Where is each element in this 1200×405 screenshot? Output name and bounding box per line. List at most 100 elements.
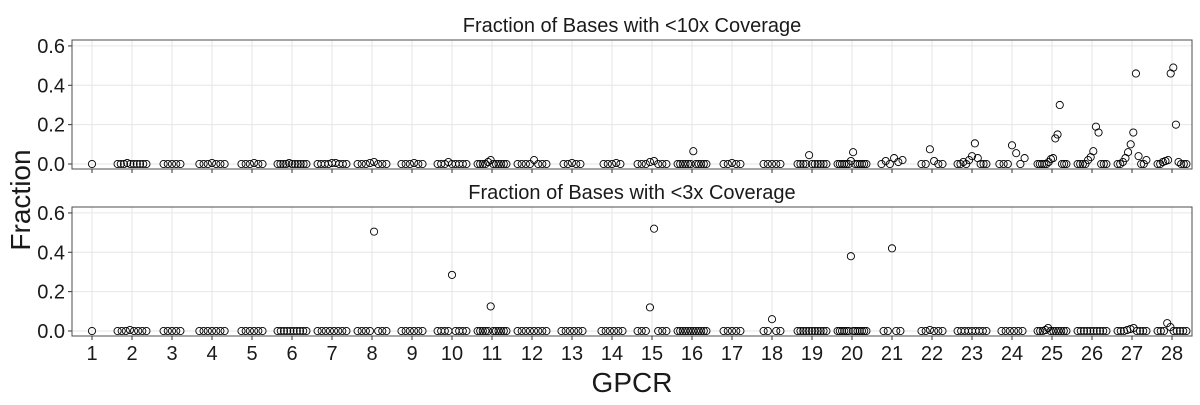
data-point: [1042, 159, 1051, 169]
data-point: [401, 159, 410, 169]
x-tick-label: 4: [206, 343, 217, 365]
data-point: [658, 326, 667, 336]
data-point: [807, 326, 817, 336]
data-point: [925, 325, 934, 335]
data-point: [525, 326, 534, 336]
data-point: [273, 326, 282, 336]
data-point: [317, 326, 326, 336]
data-point: [853, 159, 862, 169]
data-point: [220, 159, 229, 169]
data-point: [576, 159, 585, 169]
data-point: [1018, 326, 1027, 336]
data-point: [645, 303, 654, 312]
data-point: [1049, 154, 1058, 163]
data-point: [530, 326, 539, 336]
x-tick-label: 7: [326, 343, 337, 365]
data-point: [1053, 130, 1062, 139]
data-point: [513, 326, 522, 336]
data-point: [662, 159, 671, 169]
data-point: [995, 159, 1004, 169]
data-point: [676, 326, 685, 336]
data-point: [203, 159, 212, 169]
data-point: [697, 159, 706, 169]
data-point: [1014, 326, 1023, 336]
data-point: [881, 156, 890, 166]
x-tick-label: 11: [482, 343, 503, 365]
data-point: [570, 326, 579, 336]
data-point: [686, 159, 695, 169]
y-tick-label: 0.6: [37, 203, 65, 225]
data-point: [727, 326, 737, 336]
data-point: [258, 326, 267, 336]
x-tick-label: 23: [961, 343, 983, 365]
data-point: [405, 326, 414, 336]
data-point: [250, 158, 259, 168]
data-point: [822, 159, 831, 169]
data-point: [699, 159, 708, 169]
data-point: [302, 326, 311, 336]
data-point: [1116, 159, 1125, 169]
data-point: [1169, 326, 1178, 336]
data-point: [502, 159, 511, 169]
data-point: [561, 326, 570, 336]
panel-2: 0.0 0.2 0.4 0.6 Fraction of Bases with <3x C…: [37, 182, 1193, 343]
data-point: [116, 159, 125, 169]
data-point: [1076, 159, 1085, 169]
data-point: [1073, 159, 1082, 169]
data-point: [1126, 140, 1135, 149]
data-point: [1054, 326, 1063, 336]
data-point: [283, 326, 292, 336]
data-point: [237, 326, 246, 336]
data-point: [437, 159, 446, 169]
data-point: [1078, 159, 1087, 169]
data-point: [494, 159, 503, 169]
data-point: [121, 326, 130, 336]
data-point: [374, 159, 383, 169]
data-point: [689, 326, 698, 336]
data-point: [601, 326, 610, 336]
data-point: [807, 159, 817, 169]
y-tick-label: 0.0: [37, 154, 65, 176]
data-point: [1124, 148, 1133, 157]
data-point: [599, 159, 608, 169]
data-point: [678, 326, 687, 336]
data-point: [125, 325, 134, 335]
data-point: [603, 159, 612, 169]
data-point: [370, 227, 379, 236]
data-point: [299, 326, 308, 336]
data-point: [1169, 63, 1178, 72]
data-point: [637, 159, 646, 169]
data-point: [1057, 326, 1066, 336]
data-point: [885, 159, 894, 169]
data-point: [401, 326, 410, 336]
panel-border: [71, 39, 1193, 170]
data-point: [938, 326, 947, 336]
data-point: [245, 159, 254, 169]
data-point: [176, 159, 185, 169]
data-point: [676, 159, 685, 169]
data-point: [342, 326, 351, 336]
data-point: [1036, 326, 1045, 336]
data-point: [481, 159, 490, 169]
panel-background: [71, 206, 1193, 337]
data-point: [813, 159, 822, 169]
data-point: [686, 326, 695, 336]
data-point: [494, 326, 503, 336]
data-point: [418, 159, 427, 169]
x-tick-label: 14: [601, 343, 623, 365]
data-point: [484, 326, 493, 336]
data-point: [877, 159, 886, 169]
data-point: [1007, 141, 1017, 150]
data-point: [1012, 149, 1021, 158]
data-point: [1086, 326, 1095, 336]
x-tick-label: 1: [86, 343, 97, 365]
data-point: [857, 159, 867, 169]
data-point: [199, 159, 208, 169]
data-point: [241, 159, 250, 169]
data-point: [776, 159, 785, 169]
data-point: [1010, 326, 1019, 336]
data-point: [458, 326, 467, 336]
data-point: [978, 326, 987, 336]
data-point: [113, 326, 122, 336]
data-point: [138, 326, 147, 336]
